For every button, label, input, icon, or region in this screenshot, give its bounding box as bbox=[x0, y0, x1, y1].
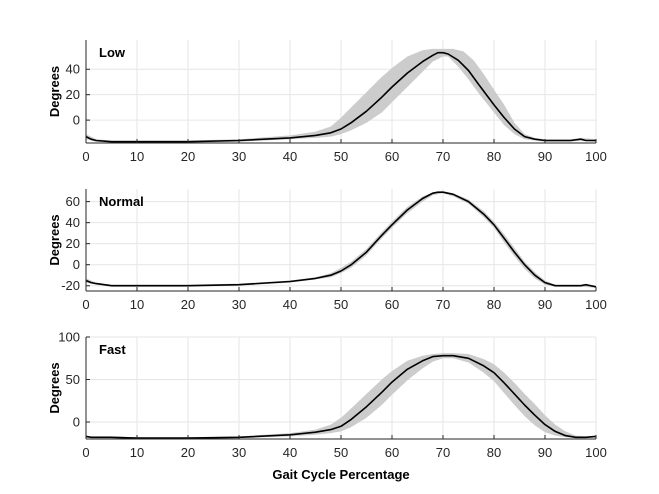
x-tick-label: 80 bbox=[487, 445, 501, 460]
x-tick-label: 10 bbox=[130, 149, 144, 164]
x-tick-label: 30 bbox=[232, 445, 246, 460]
y-axis-label: Degrees bbox=[47, 66, 62, 117]
x-tick-label: 90 bbox=[538, 297, 552, 312]
panel-low: 0 10 20 30 40 50 60 70 80 90 100 0 20 40 Degrees Low bbox=[47, 40, 607, 164]
y-axis-label: Degrees bbox=[47, 362, 62, 413]
x-tick-label: 0 bbox=[82, 149, 89, 164]
x-tick-label: 40 bbox=[283, 297, 297, 312]
x-tick-label: 60 bbox=[385, 297, 399, 312]
x-tick-label: 80 bbox=[487, 149, 501, 164]
x-tick-label: 50 bbox=[334, 149, 348, 164]
x-tick-label: 60 bbox=[385, 149, 399, 164]
variability-band bbox=[86, 191, 596, 288]
mean-curve bbox=[85, 191, 597, 288]
y-tick-label: 20 bbox=[66, 236, 80, 251]
x-tick-label: 40 bbox=[283, 445, 297, 460]
y-tick-label: 40 bbox=[66, 215, 80, 230]
x-tick-label: 30 bbox=[232, 149, 246, 164]
x-tick-label: 0 bbox=[82, 445, 89, 460]
x-tick-label: 10 bbox=[130, 297, 144, 312]
x-tick-label: 90 bbox=[538, 149, 552, 164]
x-tick-label: 100 bbox=[585, 445, 607, 460]
x-tick-label: 100 bbox=[585, 149, 607, 164]
y-tick-label: 100 bbox=[58, 330, 80, 345]
mean-curve bbox=[85, 354, 597, 439]
x-tick-label: 40 bbox=[283, 149, 297, 164]
x-tick-label: 70 bbox=[436, 149, 450, 164]
variability-band bbox=[86, 48, 596, 143]
panel-title: Normal bbox=[99, 194, 144, 209]
x-tick-label: 80 bbox=[487, 297, 501, 312]
x-tick-label: 70 bbox=[436, 297, 450, 312]
y-tick-label: 50 bbox=[66, 372, 80, 387]
x-tick-label: 70 bbox=[436, 445, 450, 460]
panel-title: Fast bbox=[99, 342, 126, 357]
panel-title: Low bbox=[99, 45, 126, 60]
x-tick-label: 20 bbox=[181, 149, 195, 164]
x-tick-label: 60 bbox=[385, 445, 399, 460]
panel-normal: 0 10 20 30 40 50 60 70 80 90 100-200204060DegreesN… bbox=[47, 189, 607, 312]
x-tick-label: 50 bbox=[334, 445, 348, 460]
x-tick-label: 30 bbox=[232, 297, 246, 312]
x-tick-label: 10 bbox=[130, 445, 144, 460]
x-axis-label: Gait Cycle Percentage bbox=[272, 467, 409, 482]
x-tick-label: 20 bbox=[181, 445, 195, 460]
panel-fast: 0 10 20 30 40 50 60 70 80 90 100 0 50 100 Degrees Fast G… bbox=[47, 330, 607, 483]
y-tick-label: 20 bbox=[66, 87, 80, 102]
x-tick-label: 100 bbox=[585, 297, 607, 312]
x-tick-label: 50 bbox=[334, 297, 348, 312]
mean-curve bbox=[85, 51, 596, 143]
x-tick-label: 90 bbox=[538, 445, 552, 460]
y-tick-label: 0 bbox=[73, 113, 80, 128]
x-tick-label: 0 bbox=[82, 297, 89, 312]
y-tick-label: 0 bbox=[73, 257, 80, 272]
y-tick-label: -20 bbox=[61, 278, 80, 293]
y-tick-label: 0 bbox=[73, 415, 80, 430]
y-axis-label: Degrees bbox=[47, 214, 62, 265]
x-tick-label: 20 bbox=[181, 297, 195, 312]
y-tick-label: 40 bbox=[66, 62, 80, 77]
variability-band bbox=[86, 353, 596, 439]
y-tick-label: 60 bbox=[66, 194, 80, 209]
